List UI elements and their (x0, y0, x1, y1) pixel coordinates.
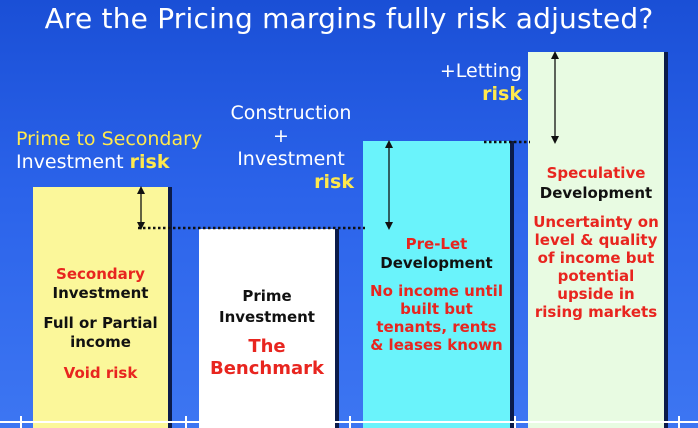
col4-text3: of income but (537, 249, 655, 267)
construction-line2: Investment (237, 148, 345, 170)
prime-secondary-label: Prime to Secondary Investment risk (16, 128, 226, 174)
col3-title1: Pre-Let (405, 235, 468, 253)
letting-line1: +Letting (439, 60, 522, 82)
col3-text1: No income until (370, 282, 503, 300)
prime-secondary-line2: Investment (16, 151, 124, 173)
col4-text1: Uncertainty on (533, 213, 659, 231)
col4-text2: level & quality (534, 231, 658, 249)
col1-title2: Investment (52, 284, 149, 302)
col2-text2: Benchmark (210, 358, 324, 379)
col4-text5: upside in (557, 285, 635, 303)
tick-4 (514, 416, 516, 428)
tick-3 (349, 416, 351, 428)
col2-title1: Prime (242, 287, 292, 305)
letting-risk: risk (482, 83, 522, 105)
letting-label: +Letting risk (420, 60, 522, 106)
column-speculative-development: Speculative Development Uncertainty on l… (528, 52, 664, 428)
col3-text4: & leases known (370, 336, 503, 354)
col1-title1: Secondary (56, 265, 145, 283)
col3-text3: tenants, rents (376, 318, 497, 336)
col4-title1: Speculative (546, 164, 646, 182)
construction-line1: Construction (230, 102, 352, 124)
col1-text3: Void risk (63, 364, 138, 382)
tick-2 (185, 416, 187, 428)
col1-text1: Full or Partial (43, 314, 158, 332)
construction-plus: + (273, 125, 289, 147)
col3-text2: built but (400, 300, 473, 318)
construction-label: Construction + Investment risk (226, 102, 356, 194)
col4-title2: Development (539, 184, 653, 202)
col4-text4: potential (557, 267, 635, 285)
prime-secondary-line1: Prime to Secondary (16, 128, 203, 150)
col4-text6: rising markets (534, 303, 658, 321)
tick-5 (678, 416, 680, 428)
tick-1 (20, 416, 22, 428)
col3-title2: Development (380, 254, 493, 272)
column-secondary-investment: Secondary Investment Full or Partial inc… (33, 187, 168, 428)
col2-title2: Investment (219, 308, 315, 326)
col1-text2: income (70, 333, 131, 351)
construction-risk: risk (314, 171, 354, 193)
column-pre-let-development: Pre-Let Development No income until buil… (363, 141, 510, 428)
col2-text1: The (248, 336, 286, 357)
prime-secondary-risk: risk (129, 151, 170, 173)
slide-title: Are the Pricing margins fully risk adjus… (44, 2, 654, 35)
column-prime-investment: Prime Investment The Benchmark (199, 229, 335, 428)
